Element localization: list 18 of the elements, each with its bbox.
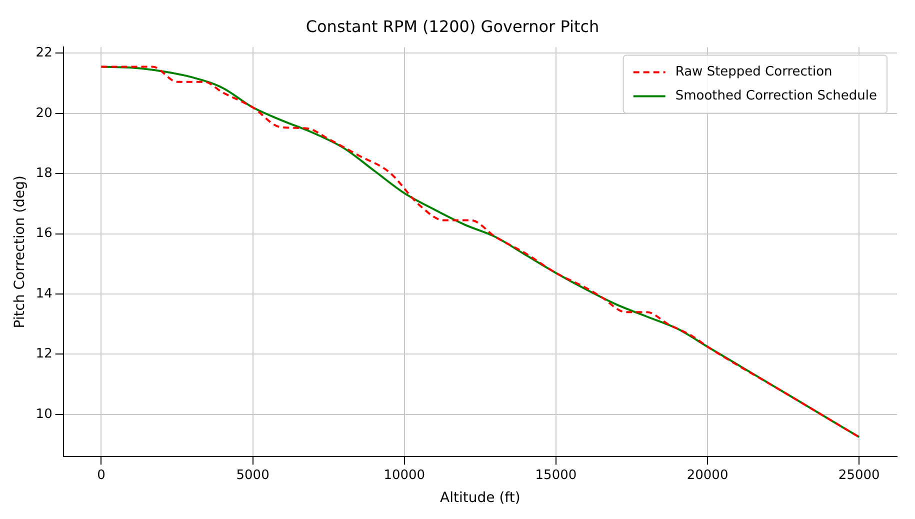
y-tick-label: 14 xyxy=(36,286,52,302)
legend-label: Raw Stepped Correction xyxy=(675,64,832,80)
y-tick-label: 10 xyxy=(36,406,52,422)
x-tick-label: 0 xyxy=(97,468,106,483)
y-tick-label: 16 xyxy=(36,226,52,242)
x-tick-label: 25000 xyxy=(838,468,880,483)
y-tick-label: 12 xyxy=(36,346,52,362)
x-tick-label: 10000 xyxy=(384,468,426,483)
y-tick-label: 18 xyxy=(36,166,52,182)
chart-title: Constant RPM (1200) Governor Pitch xyxy=(306,16,600,36)
x-axis-title: Altitude (ft) xyxy=(440,490,520,506)
x-tick-label: 20000 xyxy=(686,468,728,483)
x-tick-label: 5000 xyxy=(236,468,270,483)
legend-label: Smoothed Correction Schedule xyxy=(675,88,878,104)
x-tick-label: 15000 xyxy=(535,468,577,483)
y-axis-title: Pitch Correction (deg) xyxy=(12,176,28,328)
y-tick-label: 22 xyxy=(36,46,52,61)
y-tick-label: 20 xyxy=(36,106,52,121)
